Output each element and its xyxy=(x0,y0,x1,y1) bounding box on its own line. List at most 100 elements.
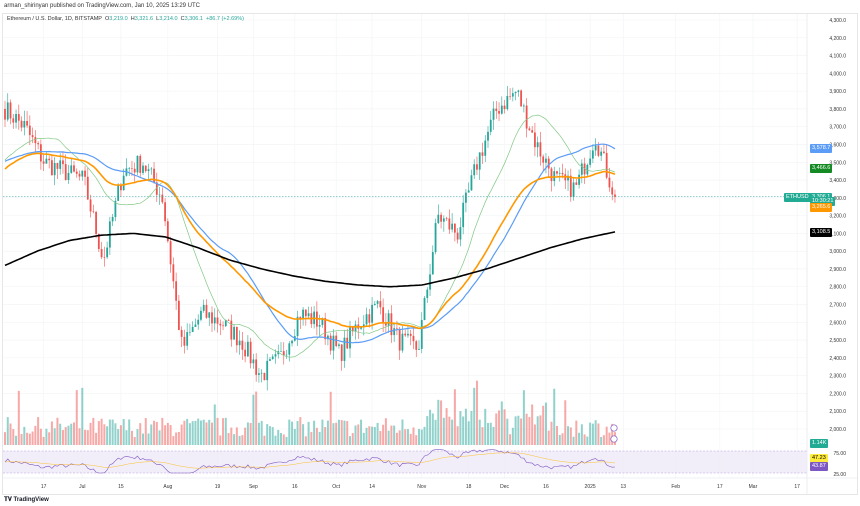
candle xyxy=(269,359,271,361)
candle xyxy=(92,211,95,213)
candle xyxy=(20,120,23,128)
candle xyxy=(360,326,362,329)
volume-bar xyxy=(503,409,506,445)
candle xyxy=(106,247,109,258)
time-tick-label: Jul xyxy=(79,484,85,490)
volume-bar xyxy=(586,436,589,445)
candle xyxy=(296,316,299,337)
candle xyxy=(384,322,387,326)
volume-bar xyxy=(230,427,233,445)
volume-bar xyxy=(42,436,45,445)
candle xyxy=(153,168,155,183)
candle xyxy=(15,113,17,123)
volume-bar xyxy=(288,419,291,445)
volume-bar xyxy=(346,421,349,445)
volume-bar xyxy=(539,415,542,445)
volume-bar xyxy=(304,436,307,445)
event-icon-2[interactable] xyxy=(610,435,618,443)
candle xyxy=(525,105,528,129)
close-value: 3,306.1 xyxy=(184,16,203,22)
volume-bar xyxy=(216,417,219,445)
candle xyxy=(605,152,608,178)
volume-bar xyxy=(12,429,15,445)
price-tick-label: 2,000.0 xyxy=(829,427,846,433)
price-tick-label: 3,700.0 xyxy=(829,125,846,131)
candle xyxy=(213,317,216,324)
volume-bar xyxy=(398,430,401,445)
candle xyxy=(418,348,420,350)
volume-bar xyxy=(597,423,600,445)
candle xyxy=(216,317,219,324)
candle xyxy=(506,96,509,110)
candle xyxy=(211,312,213,324)
volume-bar xyxy=(4,432,6,445)
logo-text: TradingView xyxy=(13,497,49,503)
candle xyxy=(487,131,489,141)
volume-bar xyxy=(558,434,561,445)
volume-bar xyxy=(326,420,329,445)
candle xyxy=(426,289,429,298)
volume-bar xyxy=(26,432,29,445)
candle xyxy=(158,194,161,196)
volume-bar xyxy=(553,388,556,445)
volume-bar xyxy=(197,418,200,445)
symbol-title: Ethereum / U.S. Dollar, 1D, BITSTAMP xyxy=(7,16,102,22)
event-icon-1[interactable] xyxy=(610,424,618,432)
volume-bar xyxy=(475,380,478,445)
candle xyxy=(219,323,222,326)
candle xyxy=(448,218,451,230)
candle xyxy=(59,160,62,169)
volume-bar xyxy=(155,421,158,445)
candle xyxy=(260,372,263,374)
candle xyxy=(95,211,97,234)
candle xyxy=(142,165,144,173)
ma-200-line xyxy=(4,231,616,288)
volume-bar xyxy=(59,423,62,445)
candle xyxy=(70,165,73,173)
volume-bar xyxy=(117,429,120,445)
time-tick-label: 17 xyxy=(794,484,800,490)
time-tick-label: Dec xyxy=(500,484,509,490)
volume-bar xyxy=(224,417,227,445)
volume-bar xyxy=(175,432,178,445)
chart-frame[interactable] xyxy=(2,13,858,495)
volume-bar xyxy=(371,426,374,445)
price-tick-label: 2,200.0 xyxy=(829,391,846,397)
volume-bar xyxy=(205,422,208,445)
volume-bar xyxy=(285,436,288,445)
candle xyxy=(233,326,235,340)
price-tick-label: 2,700.0 xyxy=(829,303,846,309)
volume-bar xyxy=(139,423,142,445)
candle xyxy=(550,168,553,182)
candle xyxy=(172,264,175,282)
candle xyxy=(12,118,15,123)
volume-bar xyxy=(73,422,75,445)
candle xyxy=(492,108,495,120)
volume-bar xyxy=(580,424,583,445)
volume-bar xyxy=(440,400,443,445)
candle xyxy=(86,176,89,200)
candle xyxy=(318,324,321,327)
volume-bar xyxy=(172,436,175,445)
candle xyxy=(136,155,139,173)
volume-tag: 1.14K xyxy=(810,439,829,448)
candle xyxy=(437,214,440,224)
volume-bar xyxy=(202,419,205,445)
volume-bar xyxy=(379,431,382,445)
candle xyxy=(133,168,136,173)
volume-bar xyxy=(357,424,360,445)
volume-bar xyxy=(423,426,426,445)
volume-bar xyxy=(39,428,42,445)
price-tick-label: 3,600.0 xyxy=(829,142,846,148)
candle xyxy=(511,93,514,97)
volume-bar xyxy=(431,413,434,445)
candle xyxy=(274,354,277,357)
volume-bar xyxy=(255,391,258,445)
symbol-tag: ETHUSD xyxy=(784,192,811,202)
volume-bar xyxy=(478,419,481,445)
candle xyxy=(514,91,517,94)
candle xyxy=(362,324,365,327)
candle xyxy=(442,218,445,222)
price-tag: 3,578.7 xyxy=(810,144,833,154)
